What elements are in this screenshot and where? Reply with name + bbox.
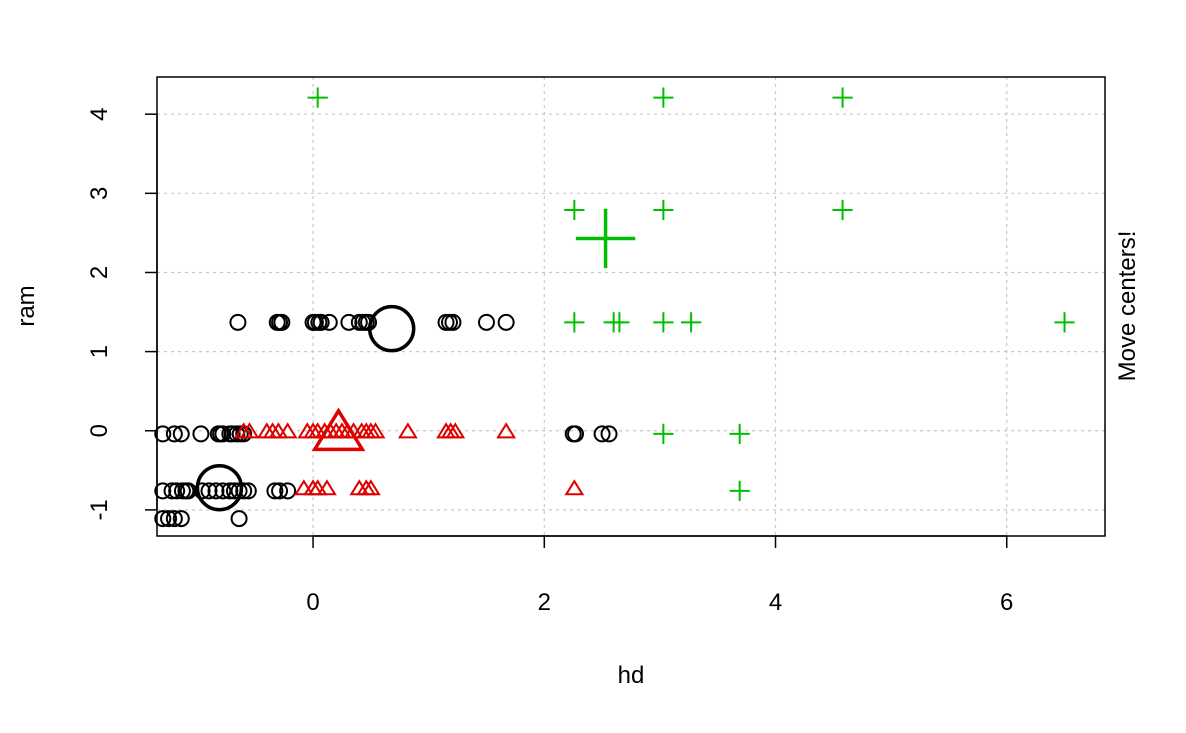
data-point-plus <box>832 87 853 108</box>
y-tick-label: 0 <box>86 424 113 437</box>
data-point-plus <box>653 312 674 333</box>
data-point-circle <box>207 482 225 500</box>
data-point-circle <box>235 425 253 443</box>
cluster-center-triangle <box>311 407 366 452</box>
data-point-circle <box>340 313 358 331</box>
data-point-circle <box>179 482 197 500</box>
data-point-plus <box>729 480 750 502</box>
data-point-triangle <box>397 422 418 439</box>
data-point-circle <box>172 510 190 528</box>
data-point-circle <box>320 313 338 331</box>
data-point-circle <box>312 313 330 331</box>
data-point-plus <box>564 199 585 221</box>
data-point-circle <box>165 510 183 528</box>
x-tick-label: 0 <box>306 589 319 616</box>
y-tick-label: 4 <box>86 108 113 121</box>
data-point-circle <box>229 313 247 331</box>
y-tick-label: -1 <box>86 499 113 520</box>
cluster-center-circle <box>367 304 416 353</box>
y-tick-label: 2 <box>86 266 113 279</box>
data-point-plus <box>832 199 853 221</box>
x-tick-label: 6 <box>1000 589 1013 616</box>
data-point-triangle <box>564 479 585 496</box>
data-point-circle <box>192 425 210 443</box>
data-point-plus <box>609 312 630 333</box>
data-point-circle <box>214 425 232 443</box>
data-point-triangle <box>360 479 381 496</box>
x-tick-label: 2 <box>538 589 551 616</box>
data-point-circle <box>165 425 183 443</box>
data-point-circle <box>214 482 232 500</box>
data-points <box>154 87 1075 528</box>
data-point-circle <box>154 510 172 528</box>
data-point-plus <box>653 423 674 445</box>
data-point-plus <box>729 423 750 445</box>
data-point-circle <box>223 425 241 443</box>
data-point-plus <box>1054 312 1075 333</box>
data-point-circle <box>273 313 291 331</box>
data-point-circle <box>154 482 172 500</box>
data-point-circle <box>235 482 253 500</box>
axes: 0 2 4 6 -1 0 1 2 3 4 <box>86 108 1013 616</box>
data-point-circle <box>230 510 248 528</box>
data-point-triangle <box>365 422 386 439</box>
data-point-triangle <box>277 422 298 439</box>
data-point-circle <box>444 313 462 331</box>
data-point-triangle <box>496 422 517 439</box>
cluster-center-plus <box>575 208 636 269</box>
data-point-circle <box>600 425 618 443</box>
data-point-circle <box>172 425 190 443</box>
data-point-circle <box>477 313 495 331</box>
data-point-circle <box>271 482 289 500</box>
cluster-centers <box>195 208 636 512</box>
x-tick-label: 4 <box>769 589 782 616</box>
data-point-circle <box>154 425 172 443</box>
y-tick-label: 1 <box>86 345 113 358</box>
y-tick-label: 3 <box>86 187 113 200</box>
data-point-circle <box>567 425 585 443</box>
side-annotation: Move centers! <box>1114 231 1141 382</box>
y-axis-title: ram <box>13 285 40 326</box>
data-point-plus <box>653 87 674 108</box>
data-point-plus <box>680 312 702 333</box>
data-point-plus <box>564 312 585 333</box>
data-point-circle <box>221 482 239 500</box>
data-point-triangle <box>317 479 337 496</box>
data-point-circle <box>163 482 181 500</box>
data-point-plus <box>307 87 328 108</box>
data-point-circle <box>266 482 284 500</box>
data-point-circle <box>200 482 218 500</box>
x-axis-title: hd <box>618 662 645 689</box>
data-point-circle <box>593 425 611 443</box>
cluster-center-circle <box>195 463 244 512</box>
data-point-circle <box>168 482 186 500</box>
data-point-plus <box>653 199 674 221</box>
data-point-triangle <box>445 422 466 439</box>
data-point-circle <box>279 482 297 500</box>
data-point-circle <box>497 313 515 331</box>
data-point-triangle <box>239 422 260 439</box>
data-point-circle <box>160 510 178 528</box>
